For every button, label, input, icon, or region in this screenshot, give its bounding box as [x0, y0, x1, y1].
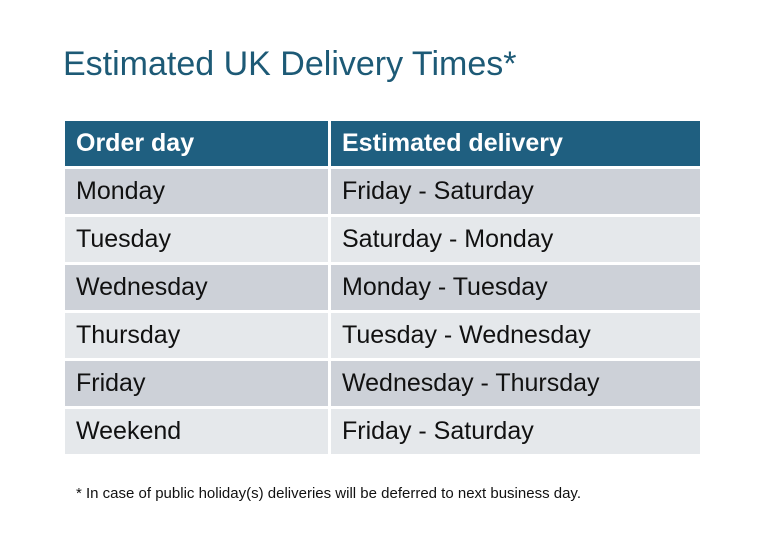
order-day-cell: Friday — [65, 361, 328, 406]
delivery-cell: Friday - Saturday — [331, 409, 700, 454]
table-row: Thursday Tuesday - Wednesday — [65, 313, 700, 358]
delivery-cell: Saturday - Monday — [331, 217, 700, 262]
header-estimated-delivery: Estimated delivery — [331, 121, 700, 166]
table-row: Tuesday Saturday - Monday — [65, 217, 700, 262]
footnote: * In case of public holiday(s) deliverie… — [76, 485, 581, 502]
delivery-cell: Tuesday - Wednesday — [331, 313, 700, 358]
header-row: Order day Estimated delivery — [65, 121, 700, 166]
delivery-cell: Wednesday - Thursday — [331, 361, 700, 406]
table-row: Weekend Friday - Saturday — [65, 409, 700, 454]
table-row: Wednesday Monday - Tuesday — [65, 265, 700, 310]
delivery-cell: Monday - Tuesday — [331, 265, 700, 310]
order-day-cell: Monday — [65, 169, 328, 214]
table-row: Monday Friday - Saturday — [65, 169, 700, 214]
header-order-day: Order day — [65, 121, 328, 166]
order-day-cell: Weekend — [65, 409, 328, 454]
order-day-cell: Thursday — [65, 313, 328, 358]
table-row: Friday Wednesday - Thursday — [65, 361, 700, 406]
order-day-cell: Wednesday — [65, 265, 328, 310]
delivery-table: Order day Estimated delivery Monday Frida… — [62, 118, 703, 457]
page-title: Estimated UK Delivery Times* — [63, 45, 517, 83]
delivery-cell: Friday - Saturday — [331, 169, 700, 214]
order-day-cell: Tuesday — [65, 217, 328, 262]
